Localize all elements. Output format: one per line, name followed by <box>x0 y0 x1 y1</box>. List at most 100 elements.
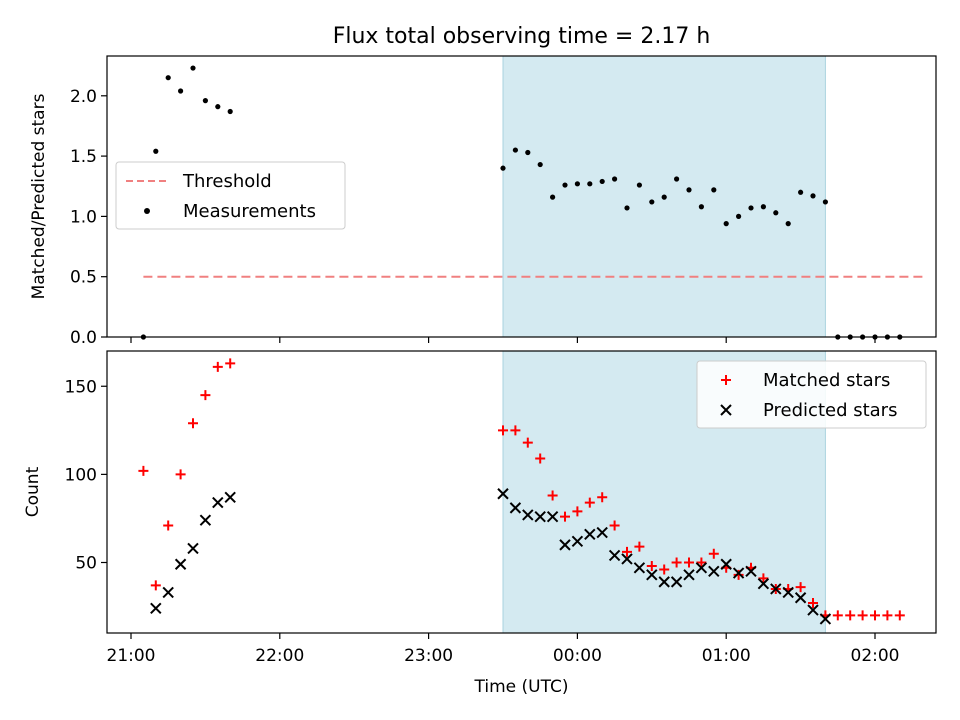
predicted-star-point <box>670 576 683 588</box>
bottom-axes-frame <box>106 350 937 634</box>
predicted-star-point <box>509 502 522 514</box>
xtick-label: 21:00 <box>107 646 156 666</box>
top-ytick-label: 0.0 <box>70 328 97 348</box>
legend-matched-label: Matched stars <box>763 370 890 391</box>
measurement-point <box>723 221 729 227</box>
matched-star-point <box>882 610 893 621</box>
top-y-axis-label: Matched/Predicted stars <box>29 93 49 299</box>
legend-predicted-marker <box>720 404 732 416</box>
matched-star-point <box>857 610 868 621</box>
measurement-point <box>574 181 581 187</box>
measurement-point <box>202 98 208 104</box>
measurement-point <box>736 213 742 219</box>
matched-star-point <box>597 492 608 503</box>
measurement-point <box>686 187 692 193</box>
bottom-y-axis-label: Count <box>23 466 43 517</box>
measurement-point <box>178 88 184 94</box>
predicted-star-point <box>534 510 546 523</box>
matched-star-point <box>758 573 769 584</box>
matched-star-point <box>845 610 856 621</box>
xtick-label: 02:00 <box>851 646 900 666</box>
top-ytick-label: 1.5 <box>70 147 97 167</box>
matched-star-point <box>659 564 670 575</box>
matched-star-point <box>870 610 880 621</box>
xtick-label: 23:00 <box>404 646 453 666</box>
measurement-point <box>525 149 531 156</box>
matched-star-point <box>646 561 657 572</box>
predicted-star-point <box>732 567 745 579</box>
measurement-point <box>215 104 221 110</box>
top-legend-box <box>115 161 346 230</box>
matched-star-point <box>572 506 583 517</box>
matched-star-point <box>708 548 719 559</box>
measurement-point <box>153 148 159 154</box>
predicted-star-point <box>720 558 732 570</box>
matched-star-point <box>535 453 546 464</box>
matched-star-point <box>200 390 211 401</box>
predicted-star-point <box>695 562 708 574</box>
matched-star-point <box>498 425 508 436</box>
predicted-star-point <box>683 569 695 581</box>
predicted-star-point <box>757 577 770 590</box>
measurement-point <box>190 65 196 71</box>
xtick-label: 00:00 <box>553 646 602 666</box>
measurement-point <box>587 181 593 187</box>
legend-matched-marker <box>721 375 731 385</box>
matched-star-point <box>163 520 174 531</box>
matched-star-point <box>188 418 198 429</box>
matched-star-point <box>808 598 818 609</box>
top-legend: Threshold Measurements <box>115 161 346 230</box>
chart-title: Flux total observing time = 2.17 h <box>333 24 711 49</box>
matched-star-point <box>560 511 570 522</box>
matched-star-point <box>832 610 843 621</box>
measurement-point <box>785 221 791 227</box>
bottom-ytick-label: 100 <box>65 465 97 485</box>
legend-measurements-swatch <box>144 208 150 214</box>
predicted-star-point <box>199 514 212 526</box>
predicted-star-point <box>150 602 162 615</box>
predicted-star-point <box>794 592 807 604</box>
bottom-ytick-label: 50 <box>75 554 97 574</box>
legend-predicted-swatch <box>720 404 732 416</box>
predicted-star-point <box>819 613 832 625</box>
matched-star-point <box>634 541 645 552</box>
predicted-star-point <box>646 569 658 581</box>
matched-star-point <box>150 580 161 591</box>
measurement-point <box>810 193 816 199</box>
bottom-legend: Matched stars Predicted stars <box>696 360 927 429</box>
matched-star-point <box>547 490 558 501</box>
top-x-ticks <box>130 337 876 343</box>
measurement-point <box>698 204 705 210</box>
measurement-point <box>748 205 754 211</box>
matched-star-point <box>671 557 682 568</box>
predicted-star-point <box>546 510 559 523</box>
measurement-point <box>636 182 643 188</box>
measurement-point <box>822 199 829 205</box>
predicted-star-point <box>658 576 670 588</box>
predicted-star-point <box>782 586 794 599</box>
matched-star-point <box>522 437 533 448</box>
predicted-star-point <box>174 558 187 570</box>
measurement-point <box>599 178 605 185</box>
x-axis-label: Time (UTC) <box>474 677 569 697</box>
matched-star-point <box>510 425 521 436</box>
predicted-star-point <box>584 528 596 541</box>
matched-star-point <box>138 465 149 476</box>
matched-star-point <box>894 610 905 621</box>
measurement-point <box>612 176 618 182</box>
predicted-star-point <box>745 565 757 578</box>
measurement-point <box>227 108 233 115</box>
ratio-panel: 0.0 0.5 1.0 1.5 2.0 Flux total observing tim… <box>29 24 937 348</box>
predicted-star-point <box>621 553 633 565</box>
top-ytick-label: 1.0 <box>70 207 97 227</box>
xtick-label: 22:00 <box>255 646 304 666</box>
predicted-star-point <box>162 586 174 599</box>
measurement-point <box>674 176 680 182</box>
predicted-star-point <box>522 509 534 521</box>
bottom-ytick-label: 150 <box>65 377 97 397</box>
legend-predicted-label: Predicted stars <box>763 400 897 421</box>
legend-matched-swatch <box>721 375 731 385</box>
predicted-star-point <box>212 496 224 509</box>
